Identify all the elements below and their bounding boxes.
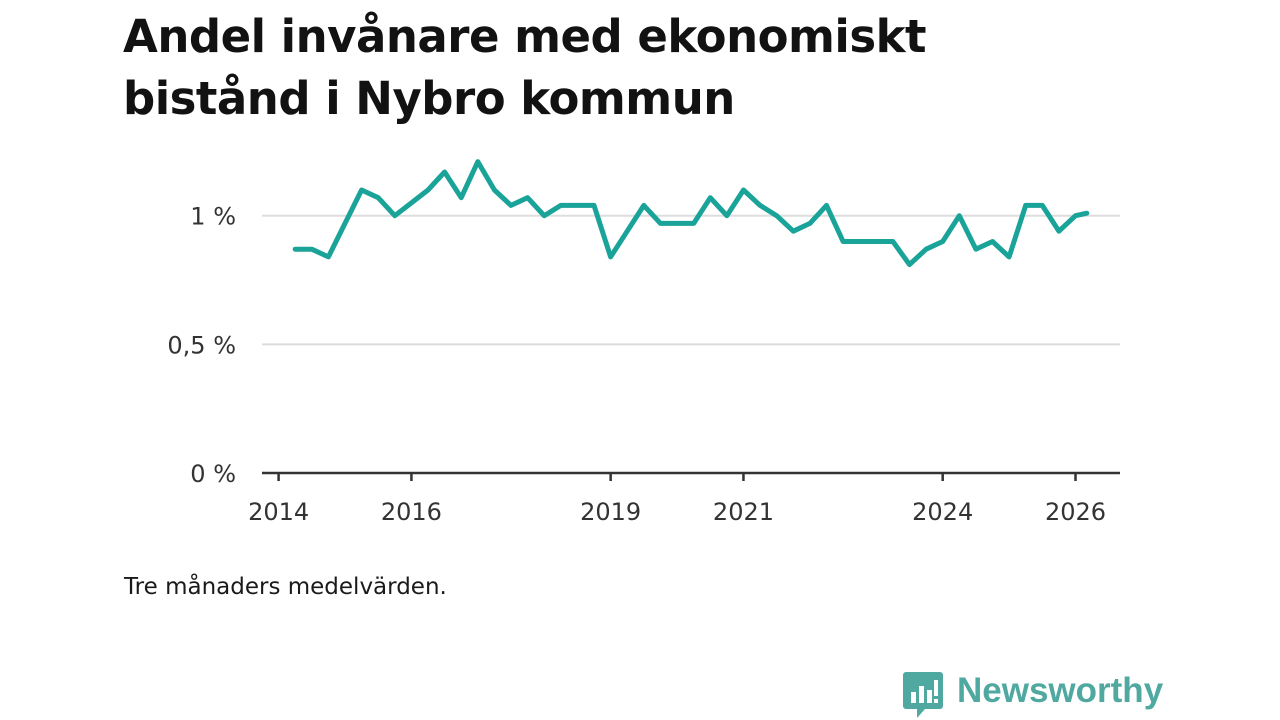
y-axis-ticks: 0 % 0,5 % 1 % (167, 203, 236, 488)
gridlines (262, 214, 1120, 346)
y-tick-label: 1 % (190, 203, 236, 231)
brand-logo: Newsworthy (903, 668, 1163, 720)
x-tick-label: 2016 (381, 498, 442, 526)
chart-note: Tre månaders medelvärden. (124, 574, 447, 600)
y-tick-label: 0 % (190, 460, 236, 488)
x-tick-label: 2019 (580, 498, 641, 526)
y-tick-label: 0,5 % (167, 331, 236, 359)
x-tick-label: 2024 (912, 498, 973, 526)
brand-name: Newsworthy (957, 671, 1164, 710)
chart-title: Andel invånare med ekonomiskt bistånd i … (123, 10, 927, 125)
newsworthy-logo-icon (903, 672, 943, 718)
x-tick-label: 2014 (248, 498, 309, 526)
data-points (293, 159, 1090, 267)
x-axis-ticks: 2014 2016 2019 2021 2024 2026 (248, 473, 1106, 526)
x-tick-label: 2026 (1045, 498, 1106, 526)
series-line (292, 159, 1090, 268)
x-tick-label: 2021 (713, 498, 774, 526)
